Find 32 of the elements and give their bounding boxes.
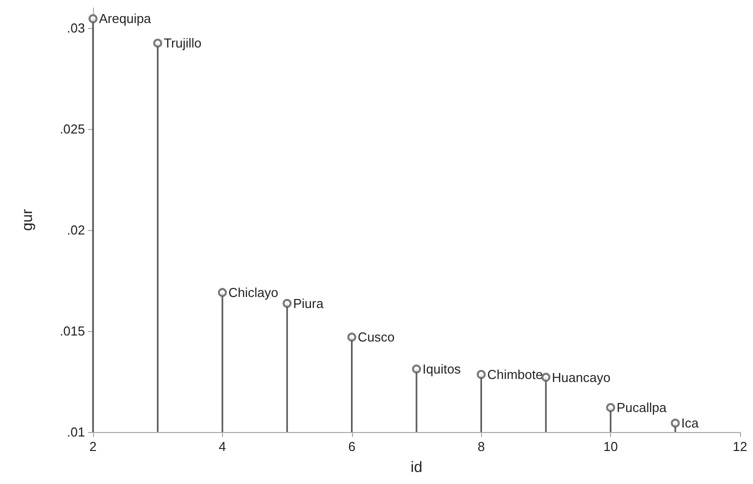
point (282, 298, 292, 308)
y-tick-label: .02 (66, 222, 85, 238)
annotation: Chimbote (487, 366, 543, 382)
annotation: Ica (681, 416, 700, 431)
point (670, 418, 680, 428)
annotation: Pucallpa (616, 400, 668, 416)
point (606, 403, 616, 412)
y-tick-label: .03 (66, 20, 85, 36)
point (88, 14, 98, 24)
y-tick-label: .025 (60, 122, 85, 137)
y-tick-label: .015 (60, 324, 85, 339)
annotation: Trujillo (164, 36, 202, 51)
x-tick-label: 2 (89, 439, 97, 454)
point (347, 332, 356, 342)
x-tick-label: 10 (603, 439, 618, 454)
point (153, 38, 162, 48)
annotation: Cusco (358, 330, 395, 345)
annotation: Arequipa (99, 11, 152, 26)
point (476, 370, 486, 379)
x-tick-label: 12 (732, 439, 748, 454)
x-axis-title: id (410, 459, 422, 476)
point (412, 364, 421, 374)
annotation: Piura (293, 296, 324, 311)
y-axis-title: gur (19, 209, 36, 231)
annotation: Chiclayo (228, 284, 278, 300)
x-tick-label: 4 (218, 439, 226, 454)
point (218, 288, 227, 297)
x-tick-label: 8 (478, 439, 485, 454)
annotation: Huancayo (552, 370, 610, 385)
x-tick-label: 6 (348, 439, 356, 454)
annotation: Iquitos (422, 362, 462, 377)
y-tick-label: .01 (66, 424, 85, 440)
